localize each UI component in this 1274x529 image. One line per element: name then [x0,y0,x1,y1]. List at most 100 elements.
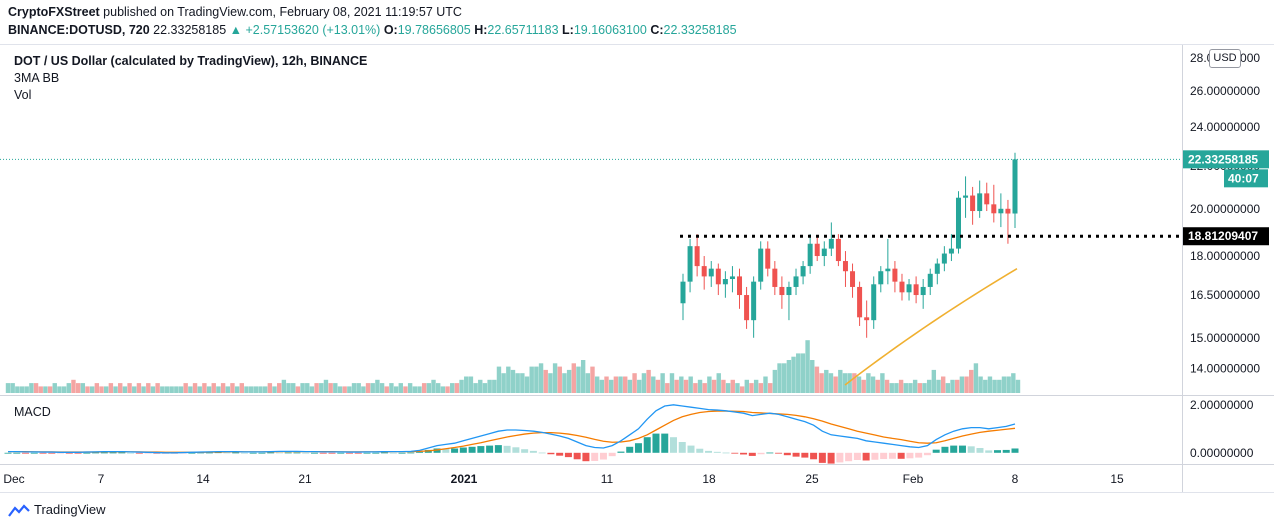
volume-bar [1015,379,1021,393]
volume-bar [627,379,633,393]
macd-histogram-bar [748,452,756,456]
currency-selector[interactable]: USD [1209,49,1241,68]
macd-histogram-bar [118,452,126,454]
volume-bar [758,383,764,393]
volume-bar [917,383,923,393]
tradingview-logo[interactable]: TradingView [8,502,106,517]
volume-bar [782,363,787,393]
macd-histogram-bar [477,446,485,453]
macd-histogram-bar [582,452,590,462]
volume-bar [702,383,707,393]
volume-bar [211,383,216,393]
candle-body [835,238,841,262]
volume-bar [566,369,572,393]
symbol-line: BINANCE:DOTUSD, 720 [8,23,150,37]
macd-histogram-bar [643,437,651,453]
volume-bar [248,386,254,393]
tradingview-brand: TradingView [34,502,106,517]
volume-bar [978,376,983,393]
candle-body [991,204,997,214]
candle-body [694,246,700,267]
candle-body [779,286,785,296]
macd-histogram-bar [57,452,65,454]
candle-body [793,276,799,287]
tradingview-icon [8,503,30,517]
macd-histogram-bar [599,452,607,460]
macd-histogram-bar [328,452,336,454]
macd-signal-line [8,410,1016,453]
macd-histogram-bar [757,452,765,455]
indicator-vol-label[interactable]: Vol [14,88,32,102]
macd-histogram-bar [100,452,108,454]
macd-histogram-bar [792,452,800,457]
volume-bar [389,383,394,393]
volume-bar [543,369,548,393]
volume-bar [435,383,441,393]
volume-bar [431,379,436,393]
last-price-label-bg [1183,150,1269,169]
macd-histogram-bar [985,450,993,453]
publisher-name: CryptoFXStreet [8,5,100,19]
macd-histogram-bar [363,452,371,454]
indicator-bb-label[interactable]: 3MA BB [14,71,60,85]
macd-histogram-bar [608,452,616,457]
candle-body [920,286,926,296]
volume-bar [730,379,735,393]
indicator-macd-label[interactable]: MACD [14,405,51,419]
candle-body [885,268,891,272]
macd-histogram-bar [188,452,196,454]
volume-bar [744,379,749,393]
volume-bar [421,383,427,393]
volume-bar [244,386,249,393]
macd-histogram-bar [240,452,248,454]
candle-body [934,263,940,274]
volume-bar [557,366,562,393]
volume-bar [407,383,413,393]
macd-histogram-bar [310,452,318,454]
macd-histogram-bar [766,452,774,454]
volume-bar [314,383,319,393]
macd-histogram-bar [932,449,940,453]
volume-bar [739,386,745,393]
volume-bar [132,386,137,393]
volume-bar [19,386,25,393]
low-value: 19.16063100 [573,23,647,37]
volume-bar [534,366,539,393]
macd-histogram-bar [573,452,581,460]
candle-body [963,195,969,198]
close-label: C: [650,23,664,37]
publish-header: CryptoFXStreet published on TradingView.… [8,5,462,19]
macd-histogram-bar [267,452,275,454]
volume-bar [291,383,296,393]
high-value: 22.65711183 [487,23,559,37]
volume-bar [969,369,974,393]
volume-bar [188,386,193,393]
volume-bar [71,379,76,393]
candle-body [913,284,919,296]
macd-histogram-bar [407,452,415,454]
publish-info: published on TradingView.com, February 0… [103,5,462,19]
volume-bar [127,383,132,393]
candle-body [737,276,743,296]
candle-body [955,197,961,249]
last-price: 22.33258185 [153,23,227,37]
candle-body [715,268,721,285]
volume-bar [169,386,174,393]
volume-bar [912,379,918,393]
macd-histogram-bar [740,452,748,455]
candle-body [857,286,863,318]
volume-bar [997,379,1002,393]
volume-bar [468,376,474,393]
volume-bar [150,386,156,393]
volume-bar [749,383,754,393]
macd-histogram-bar [503,445,511,453]
volume-bar [520,373,525,393]
time-tick-label: 25 [805,472,819,486]
volume-bar [688,376,693,393]
support-label-bg [1183,227,1269,246]
volume-bar [945,383,951,393]
macd-histogram-bar [372,452,380,454]
volume-bar [75,383,81,393]
volume-bar [959,376,965,393]
